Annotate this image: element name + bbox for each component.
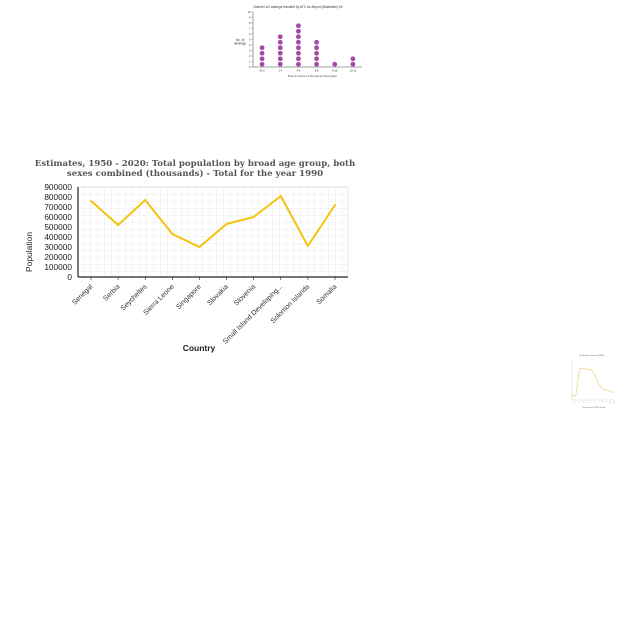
dot-plot-y-tick-label: 9 — [249, 16, 251, 20]
dot-plot-x-tick-label: 6-8 — [315, 69, 319, 73]
fomo-x-tick-label: 10 — [609, 402, 611, 404]
fomo-series-line — [571, 367, 615, 397]
population-chart-x-tick-label: Slovenia — [233, 283, 257, 307]
dot-plot-dot — [296, 28, 301, 34]
fomo-x-tick-label: 4 — [587, 402, 588, 404]
fomo-x-tick-label: 3 — [583, 402, 584, 404]
dot-plot-dot — [259, 45, 265, 51]
dot-plot-dot — [314, 39, 319, 45]
dot-plot-y-tick-label: 4 — [249, 43, 251, 47]
population-line-chart-panel: Estimates, 1950 - 2020: Total population… — [20, 152, 360, 362]
population-chart-x-tick-label: Singapore — [175, 283, 203, 311]
dot-plot-dot — [296, 56, 301, 62]
dot-plot-dot — [350, 56, 356, 62]
population-chart-x-tick-label: Somalia — [316, 283, 339, 306]
dot-plot-dot — [296, 50, 301, 56]
population-chart-y-tick-label: 700000 — [44, 202, 72, 212]
dot-plot-dot — [296, 34, 301, 40]
population-chart-x-axis-label: Country — [183, 343, 216, 353]
dot-plot-x-tick-label: 2-4 — [278, 69, 282, 73]
dot-plot-dot — [350, 61, 356, 67]
dot-plot-dot — [277, 56, 283, 62]
dot-plot-dot — [296, 45, 301, 51]
fomo-x-tick-label: 1 — [575, 402, 576, 404]
dot-plot-x-tick-label: 00-2 — [259, 69, 265, 73]
population-line-chart: Estimates, 1950 - 2020: Total population… — [24, 159, 356, 353]
population-data-point — [90, 200, 92, 202]
dot-plot-dot — [296, 23, 301, 29]
dot-plot-dot — [277, 61, 283, 67]
population-data-point — [117, 224, 119, 226]
fomo-x-tick-label: 11 — [613, 402, 615, 404]
dot-plot-dot — [277, 50, 283, 56]
dot-plot-dot — [332, 61, 338, 67]
dot-plot-dot — [314, 61, 319, 67]
dot-plot-y-tick-label: 0 — [249, 65, 251, 69]
dot-plot-y-tick-label: 10 — [248, 10, 251, 14]
dot-plot-dot — [314, 45, 319, 51]
dot-plot-dot — [314, 50, 319, 56]
dot-plot-x-axis-label: Time in hours of the day (2 hour gap) — [287, 74, 336, 78]
population-chart-y-tick-label: 0 — [67, 272, 72, 282]
fomo-thumbnail-title: Illustrative chart of FOMO — [580, 354, 605, 357]
fomo-thumbnail-panel: Illustrative chart of FOMO 0 1 2 3 4 5 6 7 8 9 10 1… — [562, 350, 622, 412]
dot-plot-dot — [259, 61, 265, 67]
fomo-x-tick-label: 2 — [579, 402, 580, 404]
population-chart-y-tick-label: 400000 — [44, 232, 72, 242]
dot-plot-y-tick-label: 1 — [249, 60, 251, 64]
dot-plot-dot — [277, 45, 283, 51]
population-data-point — [225, 223, 228, 225]
population-chart-y-tick-label: 900000 — [44, 182, 72, 192]
population-chart-y-tick-label: 600000 — [44, 212, 72, 222]
dot-plot-dot — [296, 61, 301, 67]
fomo-x-tick-label: 7 — [598, 402, 599, 404]
population-chart-grid — [77, 186, 349, 278]
dot-plot-title: Number of Landings Handled by ATC for Ai… — [253, 5, 342, 9]
population-data-point — [198, 246, 201, 248]
population-data-point — [171, 233, 174, 235]
population-data-point — [252, 216, 255, 218]
dot-plot-x-tick-label: 8-10 — [332, 69, 338, 73]
dot-plot-dot — [259, 56, 265, 62]
dot-plot-dot — [259, 50, 265, 56]
population-chart-title: Estimates, 1950 - 2020: Total population… — [35, 159, 356, 179]
dot-plot-y-tick-label: 8 — [249, 21, 251, 25]
dot-plot-dot — [314, 56, 319, 62]
dot-plot-chart: Number of Landings Handled by ATC for Ai… — [234, 5, 362, 78]
dot-plot-x-tick-label: 10-12 — [350, 69, 357, 73]
population-chart-y-tick-label: 100000 — [44, 262, 72, 272]
population-data-point — [279, 195, 282, 197]
dot-plot-y-tick-label: 7 — [249, 27, 251, 31]
dot-plot-x-tick-label: 4-6 — [297, 69, 301, 73]
dot-plot-panel: Number of Landings Handled by ATC for Ai… — [228, 0, 368, 84]
fomo-x-tick-label: 9 — [606, 402, 607, 404]
fomo-x-tick-label: 5 — [591, 402, 592, 404]
population-chart-x-tick-label: Slovakia — [206, 283, 230, 307]
fomo-x-tick-label: 0 — [572, 402, 573, 404]
fomo-x-tick-label: 6 — [595, 402, 596, 404]
population-data-point — [334, 204, 336, 206]
population-chart-x-tick-label: Senegal — [71, 283, 94, 306]
dot-plot-dot — [296, 39, 301, 45]
fomo-x-tick-label: 8 — [602, 402, 603, 404]
fomo-thumbnail-x-axis-label: Time from first FOMO (hours) — [582, 406, 606, 409]
population-chart-x-tick-label: Serbia — [102, 283, 121, 302]
population-chart-y-tick-label: 500000 — [44, 222, 72, 232]
population-chart-y-axis-label: Population — [24, 232, 34, 272]
dot-plot-y-axis-label: No. of landings — [234, 38, 246, 45]
population-chart-x-tick-label: Seychelles — [120, 283, 149, 312]
dot-plot-y-tick-label: 3 — [249, 49, 251, 53]
population-chart-y-tick-label: 200000 — [44, 252, 72, 262]
dot-plot-dot — [277, 39, 283, 45]
dot-plot-y-tick-label: 6 — [249, 32, 251, 36]
dot-plot-dot — [277, 34, 283, 40]
population-chart-y-tick-label: 800000 — [44, 192, 72, 202]
population-data-point — [144, 199, 147, 201]
dot-plot-y-tick-label: 2 — [249, 54, 251, 58]
population-data-point — [307, 245, 309, 247]
dot-plot-y-tick-label: 5 — [249, 38, 251, 42]
population-chart-y-tick-label: 300000 — [44, 242, 72, 252]
fomo-thumbnail-chart: Illustrative chart of FOMO 0 1 2 3 4 5 6 7 8 9 10 1… — [571, 354, 615, 409]
population-series-line — [90, 195, 336, 248]
